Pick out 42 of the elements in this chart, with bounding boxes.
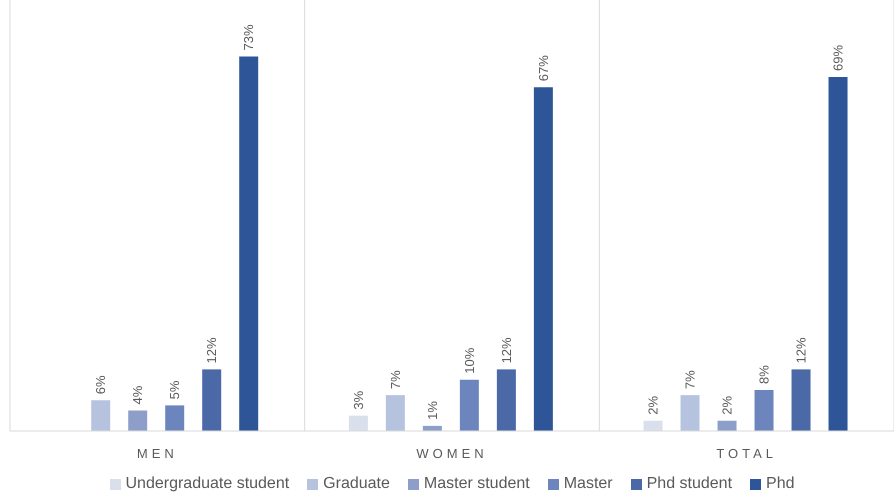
data-label: 69%: [830, 44, 846, 71]
bar: [496, 369, 516, 431]
x-tick-label: WOMEN: [416, 446, 488, 462]
data-label: 7%: [682, 370, 698, 390]
data-label: 4%: [130, 385, 146, 404]
bar: [718, 420, 737, 431]
bar: [644, 420, 663, 431]
legend-label: Phd: [766, 475, 794, 493]
data-label: 73%: [241, 24, 256, 50]
legend-label: Graduate: [323, 475, 390, 493]
legend-label: Undergraduate student: [126, 475, 290, 493]
data-label: 12%: [498, 336, 514, 364]
bar: [460, 380, 479, 431]
bar: [239, 56, 258, 431]
data-label: 7%: [388, 370, 403, 390]
bar: [792, 369, 811, 431]
data-label: 2%: [720, 396, 735, 415]
legend-label: Master student: [424, 475, 530, 493]
data-label: 10%: [462, 347, 477, 374]
legend-label: Master: [564, 475, 613, 493]
bar: [680, 395, 700, 431]
data-label: 12%: [204, 336, 220, 364]
bar: [386, 395, 405, 431]
data-label: 6%: [93, 374, 108, 394]
legend-label: Phd student: [646, 475, 732, 493]
data-label: 12%: [794, 336, 809, 364]
data-label: 1%: [424, 400, 440, 420]
data-label: 2%: [646, 396, 661, 415]
bar: [202, 369, 222, 431]
bar: [128, 410, 148, 431]
bar: [828, 76, 848, 431]
bar: [534, 87, 553, 431]
data-label: 3%: [350, 390, 366, 410]
bar: [165, 405, 184, 431]
bar: [348, 416, 368, 431]
x-tick-label: TOTAL: [716, 446, 778, 462]
bar: [754, 390, 774, 431]
bar: [91, 400, 110, 431]
data-label: 8%: [756, 364, 772, 384]
x-tick-label: MEN: [136, 446, 178, 462]
data-label: 67%: [536, 54, 551, 82]
data-label: 5%: [167, 380, 182, 400]
